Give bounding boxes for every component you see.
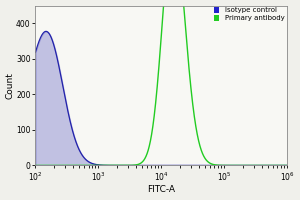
Y-axis label: Count: Count — [6, 72, 15, 99]
Legend: Isotype control, Primary antibody: Isotype control, Primary antibody — [212, 6, 286, 23]
X-axis label: FITC-A: FITC-A — [147, 185, 175, 194]
